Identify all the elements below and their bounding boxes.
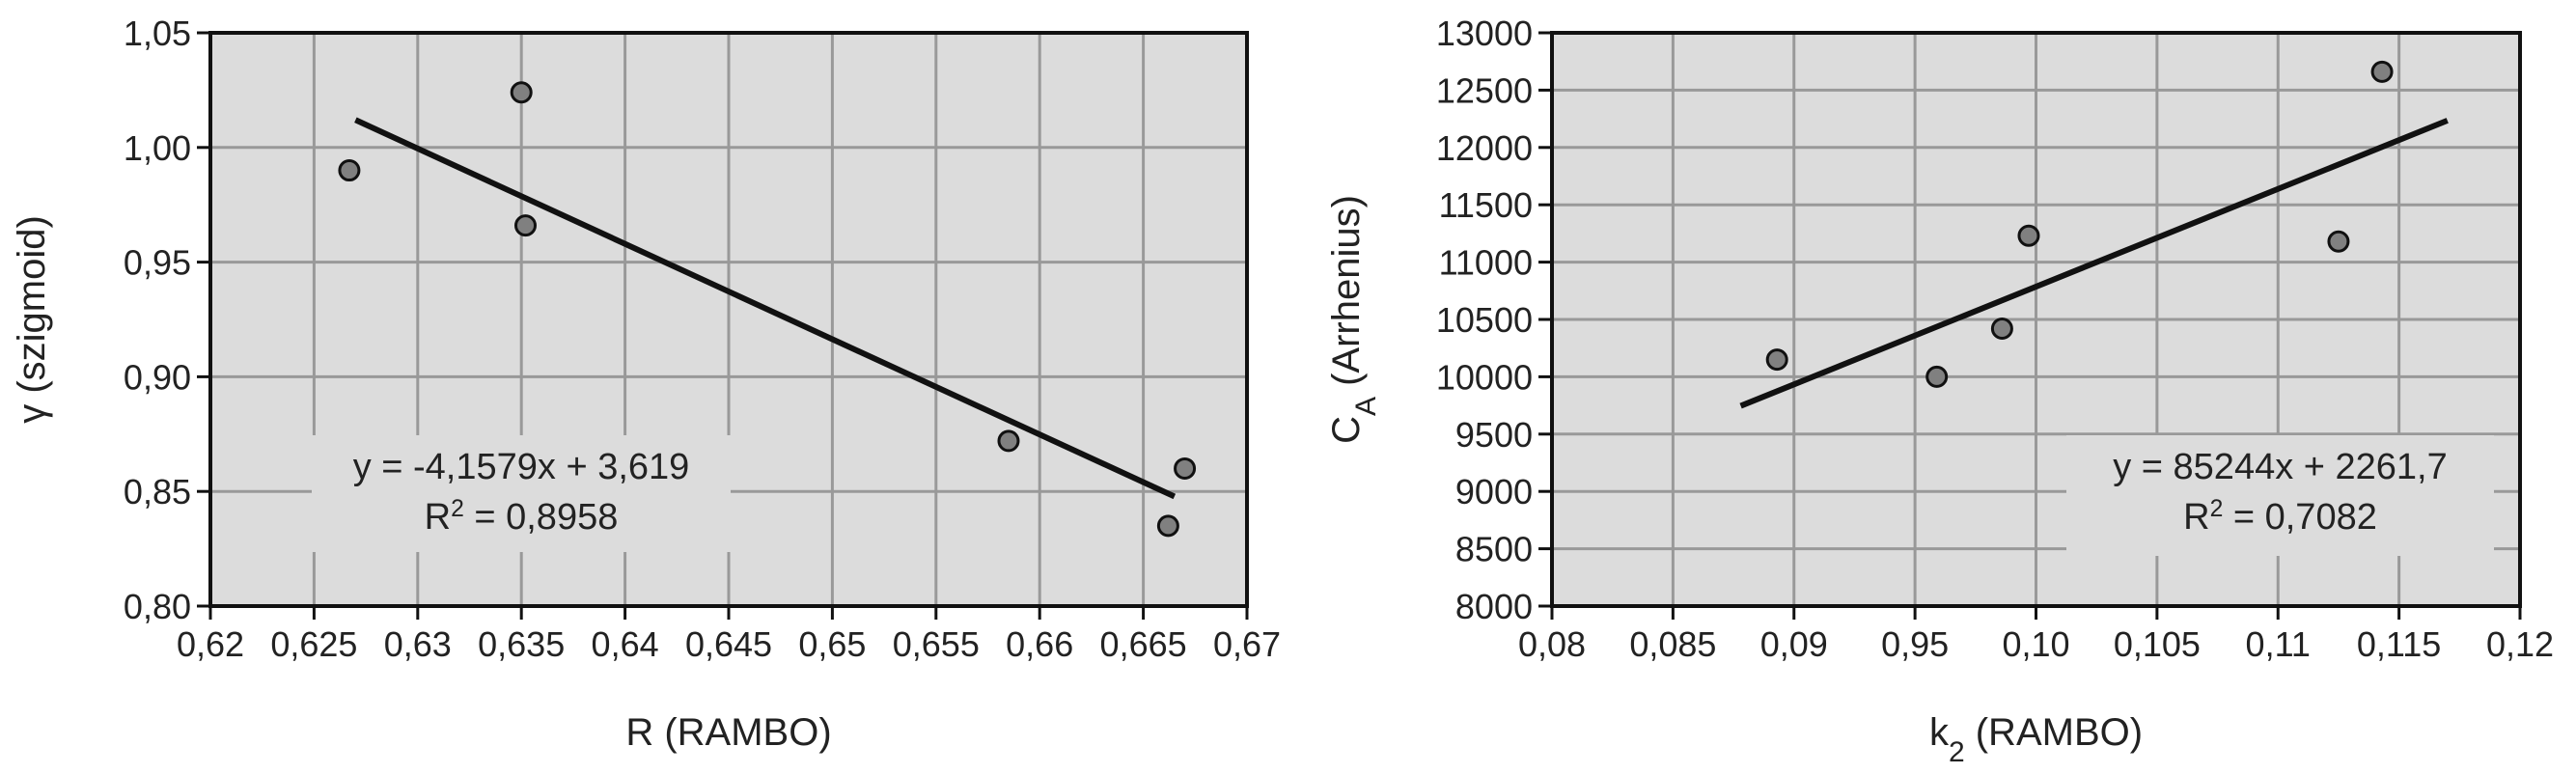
r-squared: R2 = 0,7082	[2183, 496, 2377, 539]
y-tick-label: 8500	[1455, 530, 1533, 569]
equation: y = -4,1579x + 3,619	[353, 447, 690, 487]
y-axis-title: γ (szigmoid)	[11, 215, 53, 424]
y-tick-label: 10000	[1436, 357, 1533, 397]
point	[2327, 230, 2350, 253]
y-tick-label: 0,85	[124, 472, 191, 511]
point	[997, 429, 1020, 453]
y-tick-label: 10500	[1436, 300, 1533, 340]
x-axis-title-sub: 2	[1949, 736, 1965, 768]
x-tick-label: 0,12	[2486, 624, 2554, 664]
y-tick-label: 0,80	[124, 587, 191, 626]
point	[1174, 456, 1197, 480]
y-axis-title-main: γ (szigmoid)	[11, 215, 53, 424]
trendline	[1739, 118, 2449, 409]
x-tick-label: 0,085	[1629, 624, 1716, 664]
y-axis-title-sub: A	[1350, 397, 1382, 416]
point	[1925, 365, 1949, 388]
point	[510, 81, 533, 104]
chart: 0,62 0,625 0,63 0,635 0,64 0,645 0,65 0,655 0,66…	[11, 14, 1281, 754]
r-squared: R2 = 0,8958	[425, 496, 619, 539]
y-axis-title-rest: (Arrhenius)	[1325, 195, 1368, 397]
x-tick-label: 0,655	[893, 624, 980, 664]
point	[338, 159, 361, 182]
point	[1156, 514, 1179, 538]
chart: 0,08 0,085 0,09 0,95 0,10 0,105 0,11 0,115 0,12 8…	[1325, 14, 2554, 768]
plot-border	[208, 31, 1249, 608]
x-axis-title: R (RAMBO)	[625, 711, 831, 754]
x-axis-title: k2 (RAMBO)	[1929, 711, 2143, 768]
x-axis-title-main: k	[1929, 711, 1950, 754]
y-tick-label: 11000	[1439, 243, 1533, 283]
y-tick-label: 8000	[1455, 587, 1533, 626]
x-axis-title-main: R (RAMBO)	[625, 711, 831, 754]
y-tick-label: 9000	[1455, 472, 1533, 511]
x-tick-label: 0,635	[478, 624, 565, 664]
y-axis-title: CA (Arrhenius)	[1325, 195, 1382, 444]
y-tick-label: 1,00	[124, 128, 191, 168]
x-tick-label: 0,63	[384, 624, 452, 664]
x-tick-label: 0,65	[798, 624, 866, 664]
y-tick-label: 13000	[1436, 14, 1533, 53]
trendline	[354, 117, 1177, 500]
y-tick-label: 0,90	[124, 357, 191, 397]
x-tick-label: 0,10	[2002, 624, 2069, 664]
x-tick-label: 0,11	[2246, 624, 2311, 664]
r-squared-text: = 0,7082	[2223, 497, 2377, 538]
x-tick-label: 0,64	[592, 624, 659, 664]
point	[2370, 60, 2394, 83]
equation-box	[2066, 435, 2494, 556]
r-squared-label: R	[2183, 497, 2209, 538]
y-tick-label: 12000	[1436, 128, 1533, 168]
x-tick-label: 0,625	[270, 624, 357, 664]
equation-box	[312, 435, 731, 552]
x-tick-label: 0,105	[2114, 624, 2201, 664]
x-tick-label: 0,09	[1760, 624, 1828, 664]
r-squared-sup: 2	[2210, 496, 2224, 522]
r-squared-sup: 2	[451, 496, 464, 522]
x-tick-label: 0,66	[1006, 624, 1073, 664]
y-tick-label: 11500	[1439, 185, 1533, 225]
y-tick-label: 0,95	[124, 243, 191, 283]
r-squared-label: R	[425, 497, 451, 538]
x-tick-label: 0,67	[1213, 624, 1281, 664]
x-tick-label: 0,645	[685, 624, 772, 664]
x-tick-label: 0,95	[1881, 624, 1949, 664]
point	[513, 214, 537, 237]
x-axis-title-rest: (RAMBO)	[1965, 711, 2143, 754]
x-tick-label: 0,08	[1518, 624, 1586, 664]
plot-border	[1550, 31, 2522, 608]
y-tick-label: 12500	[1436, 70, 1533, 110]
x-tick-label: 0,62	[177, 624, 244, 664]
y-tick-label: 9500	[1455, 415, 1533, 455]
equation: y = 85244x + 2261,7	[2113, 447, 2448, 487]
y-tick-label: 1,05	[124, 14, 191, 53]
point	[2017, 224, 2040, 247]
x-tick-label: 0,115	[2357, 624, 2441, 664]
x-tick-label: 0,665	[1100, 624, 1187, 664]
r-squared-text: = 0,8958	[464, 497, 619, 538]
y-axis-title-main: C	[1325, 416, 1368, 444]
point	[1765, 348, 1788, 372]
point	[1990, 318, 2013, 341]
